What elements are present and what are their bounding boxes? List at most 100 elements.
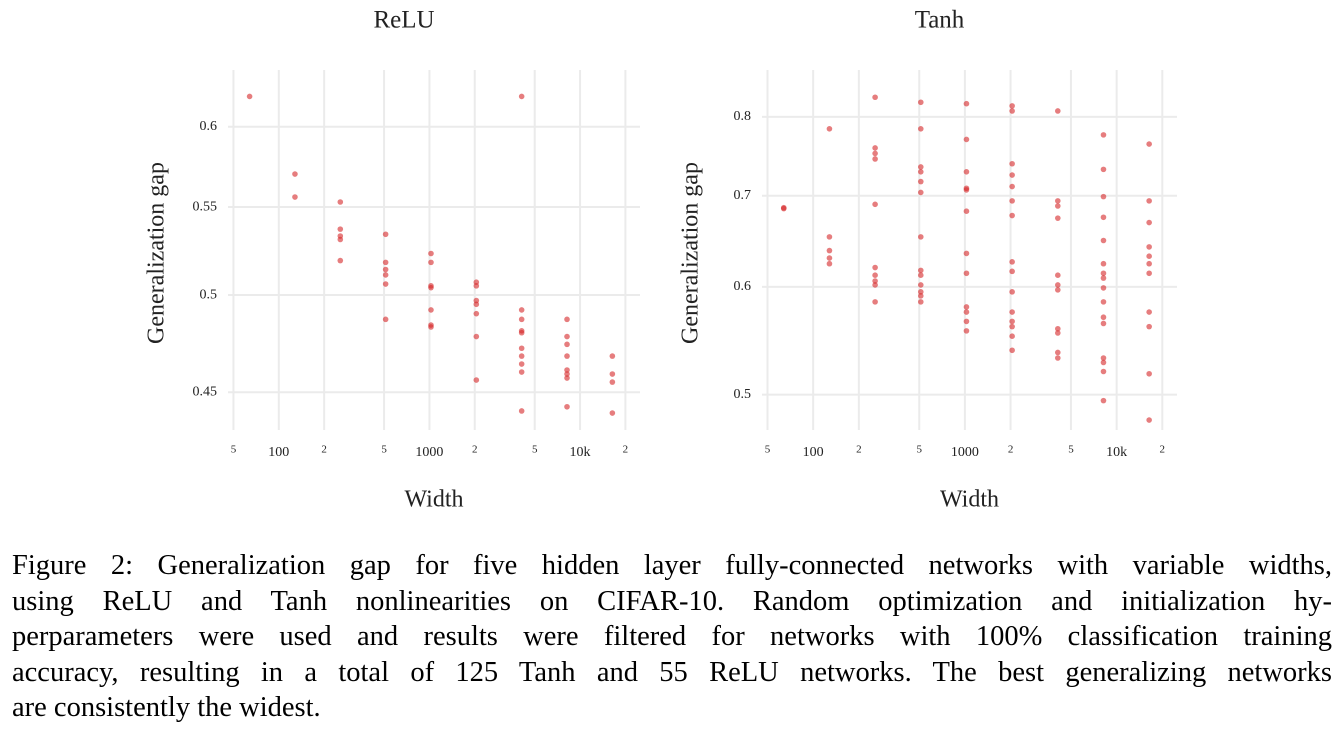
point — [518, 345, 525, 352]
point — [564, 371, 570, 377]
x-tick-label: 2 — [472, 444, 478, 456]
point — [917, 168, 924, 175]
point — [428, 324, 434, 330]
y-tick-label: 0.7 — [734, 188, 752, 203]
y-tick-label: 0.8 — [734, 109, 752, 124]
y-tick-label: 0.5 — [734, 387, 752, 402]
point — [428, 250, 434, 257]
x-tick-label: 10k — [1106, 445, 1127, 460]
point — [518, 329, 525, 336]
point — [609, 379, 616, 385]
point — [1055, 215, 1061, 221]
point — [1146, 253, 1152, 259]
point — [917, 99, 924, 106]
x-tick-label: 2 — [321, 444, 327, 456]
point — [872, 201, 878, 208]
point — [963, 250, 970, 257]
point — [872, 156, 878, 162]
point — [872, 145, 878, 151]
point — [382, 231, 389, 238]
x-tick-label: 10k — [570, 445, 591, 460]
point — [1146, 198, 1152, 204]
point — [1009, 268, 1015, 275]
point — [1055, 272, 1061, 279]
point — [826, 247, 833, 254]
point — [1100, 132, 1107, 138]
point — [872, 150, 878, 157]
point — [518, 307, 525, 313]
point — [963, 208, 970, 214]
point — [826, 255, 833, 261]
point — [564, 316, 570, 323]
point — [780, 205, 787, 212]
point — [1055, 198, 1061, 204]
x-tick-label: 5 — [381, 444, 387, 456]
point — [872, 94, 878, 101]
point — [1009, 323, 1015, 330]
point — [1055, 282, 1061, 288]
point — [1009, 172, 1015, 178]
y-tick-label: 0.6 — [734, 279, 752, 294]
point — [1100, 397, 1107, 404]
y-tick-label: 0.45 — [193, 385, 218, 400]
point — [473, 301, 480, 308]
point — [1100, 193, 1107, 200]
point — [917, 289, 924, 295]
point — [1100, 299, 1107, 305]
point — [1146, 219, 1152, 226]
point — [826, 234, 833, 240]
point — [1055, 203, 1061, 209]
point — [1100, 320, 1107, 327]
point — [1009, 347, 1015, 354]
point — [1009, 318, 1015, 325]
x-tick-label: 5 — [1068, 444, 1074, 456]
point — [1146, 244, 1152, 250]
point — [1100, 285, 1107, 291]
point — [917, 178, 924, 185]
x-tick-label: 100 — [803, 445, 824, 460]
point — [518, 353, 525, 359]
point — [872, 278, 878, 284]
point — [518, 408, 525, 414]
point — [428, 259, 434, 266]
point — [518, 369, 525, 375]
point — [872, 282, 878, 288]
point — [473, 377, 480, 383]
point — [337, 226, 344, 232]
x-tick-label: 5 — [532, 444, 538, 456]
point — [1100, 237, 1107, 244]
caption: Figure 2: Generalization gap for five hi… — [12, 548, 1332, 726]
point — [963, 100, 970, 107]
x-tick-label: 100 — [268, 445, 289, 460]
point — [337, 199, 344, 205]
point — [1055, 330, 1061, 336]
point — [609, 410, 616, 416]
point — [1055, 325, 1061, 332]
point — [1100, 359, 1107, 366]
point — [382, 266, 389, 273]
chart-title: Tanh — [915, 7, 965, 34]
point — [382, 259, 389, 266]
point — [872, 299, 878, 305]
x-tick-label: 5 — [916, 444, 922, 456]
point — [1009, 108, 1015, 114]
point — [473, 333, 480, 340]
point — [428, 307, 434, 313]
x-tick-label: 1000 — [951, 445, 979, 460]
y-tick-label: 0.6 — [200, 119, 218, 134]
point — [1100, 166, 1107, 173]
point — [292, 171, 298, 177]
chart-title: ReLU — [373, 7, 434, 34]
point — [564, 341, 570, 348]
y-tick-label: 0.55 — [193, 199, 218, 214]
point — [1009, 198, 1015, 204]
point — [1100, 314, 1107, 321]
point — [1100, 368, 1107, 375]
point — [1100, 260, 1107, 267]
point — [1055, 349, 1061, 356]
point — [963, 309, 970, 315]
point — [1009, 183, 1015, 190]
point — [1100, 270, 1107, 277]
point — [872, 264, 878, 271]
